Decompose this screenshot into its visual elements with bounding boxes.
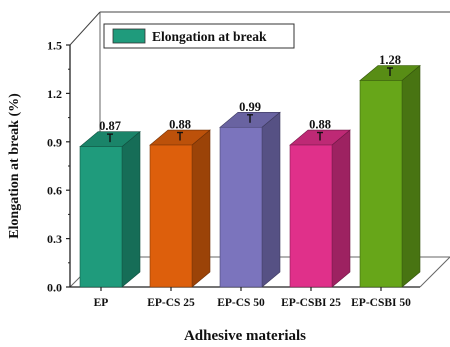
- bar-front-face: [289, 144, 333, 288]
- bar-value-label: 0.88: [309, 118, 331, 132]
- bar-side-face: [401, 64, 421, 288]
- y-tick-label: 0.6: [47, 184, 62, 198]
- y-axis-title: Elongation at break (%): [7, 93, 22, 239]
- bar-value-label: 0.87: [99, 119, 121, 133]
- legend-label: Elongation at break: [152, 29, 267, 44]
- y-tick-label: 0.0: [47, 281, 62, 295]
- y-tick-label: 0.9: [47, 135, 62, 149]
- x-tick-label: EP-CS 50: [217, 297, 265, 309]
- y-tick-label: 0.3: [47, 232, 62, 246]
- bar-value-label: 0.99: [239, 100, 261, 114]
- bar-ep-cs-25: 0.88: [149, 118, 211, 288]
- x-axis-tick-labels: EP EP-CS 25 EP-CS 50 EP-CSBI 25 EP-CSBI 50: [94, 287, 411, 309]
- x-axis-title: Adhesive materials: [184, 328, 306, 344]
- bar-front-face: [79, 146, 123, 288]
- bar-side-face: [261, 111, 281, 288]
- x-tick-label: EP-CSBI 50: [351, 297, 411, 309]
- x-tick-label: EP-CS 25: [147, 297, 195, 309]
- bar-value-label: 1.28: [379, 53, 401, 67]
- bar-ep-csbi-50: 1.28: [359, 53, 421, 288]
- bar-ep-cs-50: 0.99: [219, 100, 281, 288]
- x-tick-label: EP-CSBI 25: [281, 297, 341, 309]
- x-tick-label: EP: [94, 297, 109, 309]
- bars: 0.87 0.88 0.99 0.88 1.28: [79, 53, 421, 288]
- bar-side-face: [331, 129, 351, 288]
- y-axis-ticks: 0.0 0.3 0.6 0.9 1.2 1.5: [47, 39, 70, 295]
- legend: Elongation at break: [103, 23, 295, 49]
- bar-front-face: [359, 80, 403, 288]
- bar-ep-csbi-25: 0.88: [289, 118, 351, 288]
- y-tick-label: 1.2: [47, 87, 62, 101]
- bar-front-face: [219, 126, 263, 288]
- bar-front-face: [149, 144, 193, 288]
- bar-value-label: 0.88: [169, 118, 191, 132]
- legend-swatch: [112, 28, 146, 44]
- bar-ep: 0.87: [79, 119, 141, 288]
- y-tick-label: 1.5: [47, 39, 62, 53]
- bar-side-face: [191, 129, 211, 288]
- bar-side-face: [121, 130, 141, 288]
